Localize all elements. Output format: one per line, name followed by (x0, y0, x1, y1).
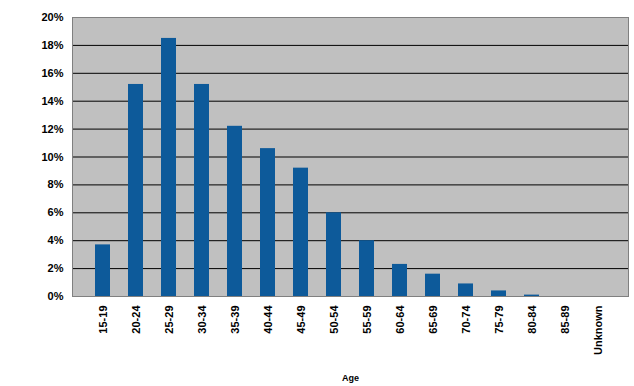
svg-text:80-84: 80-84 (526, 305, 538, 334)
svg-text:50-54: 50-54 (328, 305, 340, 334)
svg-text:45-49: 45-49 (295, 306, 307, 334)
svg-text:85-89: 85-89 (559, 306, 571, 334)
svg-text:8%: 8% (48, 178, 64, 190)
svg-text:55-59: 55-59 (361, 306, 373, 334)
svg-text:40-44: 40-44 (262, 305, 274, 334)
svg-text:35-39: 35-39 (229, 306, 241, 334)
svg-text:16%: 16% (41, 67, 63, 79)
svg-text:Age: Age (342, 373, 359, 383)
svg-text:Unknown: Unknown (592, 305, 604, 355)
svg-text:4%: 4% (48, 234, 64, 246)
svg-text:2%: 2% (48, 262, 64, 274)
svg-text:15-19: 15-19 (97, 306, 109, 334)
svg-text:25-29: 25-29 (163, 306, 175, 334)
svg-text:60-64: 60-64 (394, 305, 406, 334)
svg-text:70-74: 70-74 (460, 305, 472, 334)
svg-text:20-24: 20-24 (130, 305, 142, 334)
svg-text:30-34: 30-34 (196, 305, 208, 334)
svg-text:12%: 12% (41, 123, 63, 135)
svg-text:65-69: 65-69 (427, 306, 439, 334)
svg-text:18%: 18% (41, 39, 63, 51)
svg-text:0%: 0% (48, 290, 64, 302)
svg-text:20%: 20% (41, 11, 63, 23)
svg-text:10%: 10% (41, 151, 63, 163)
svg-text:6%: 6% (48, 206, 64, 218)
svg-text:14%: 14% (41, 95, 63, 107)
svg-text:75-79: 75-79 (493, 306, 505, 334)
